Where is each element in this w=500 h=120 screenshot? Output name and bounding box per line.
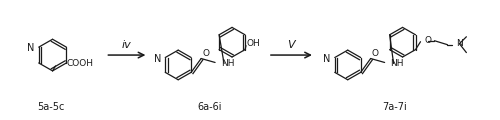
Text: iv: iv	[122, 40, 132, 50]
Text: OH: OH	[247, 39, 260, 48]
Text: NH: NH	[221, 59, 234, 68]
Text: NH: NH	[390, 59, 404, 68]
Text: N: N	[154, 54, 162, 63]
Text: 6a-6i: 6a-6i	[198, 102, 222, 112]
Text: COOH: COOH	[66, 59, 94, 68]
Text: V: V	[288, 40, 295, 50]
Text: 5a-5c: 5a-5c	[37, 102, 64, 112]
Text: O: O	[424, 36, 432, 45]
Text: N: N	[28, 43, 34, 53]
Text: O: O	[202, 49, 209, 58]
Text: O: O	[372, 49, 378, 58]
Text: 7a-7i: 7a-7i	[382, 102, 407, 112]
Text: N: N	[324, 54, 331, 63]
Text: N: N	[456, 39, 463, 48]
